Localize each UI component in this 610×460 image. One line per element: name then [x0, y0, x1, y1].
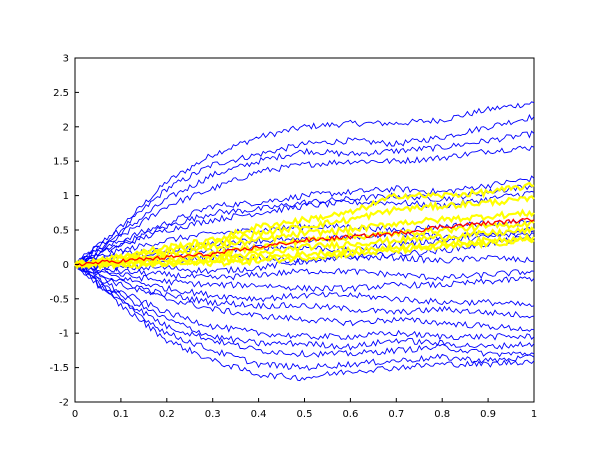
yellow-band-line-3 — [74, 219, 535, 267]
yellow-band-line-4 — [74, 225, 535, 270]
blue-bundle-line-2 — [74, 130, 535, 265]
y-tick-label: -1 — [59, 329, 69, 340]
yellow-band-line-1 — [74, 194, 535, 268]
yellow-band-line-6 — [74, 236, 535, 271]
yellow-band-line-5 — [74, 233, 535, 270]
blue-bundle-line-7 — [74, 219, 535, 265]
x-tick-label: 0.9 — [480, 409, 496, 420]
yellow-band-line-0 — [74, 181, 535, 267]
x-tick-label: 0.3 — [205, 409, 221, 420]
x-tick-label: 0.5 — [297, 409, 313, 420]
y-tick-label: 0 — [63, 260, 69, 271]
blue-bundle-line-4 — [74, 175, 535, 266]
x-tick-label: 0.7 — [388, 409, 404, 420]
blue-bundle-line-16 — [74, 262, 535, 332]
x-tick-label: 0 — [72, 409, 78, 420]
blue-bundle-line-3 — [74, 145, 535, 266]
x-tick-label: 0.1 — [113, 409, 129, 420]
blue-bundle-line-0 — [74, 101, 535, 265]
y-tick-label: 0.5 — [53, 226, 69, 237]
x-tick-label: 0.2 — [159, 409, 175, 420]
x-tick-label: 0.6 — [342, 409, 358, 420]
blue-bundle-line-1 — [74, 113, 535, 265]
x-tick-label: 0.4 — [251, 409, 267, 420]
blue-bundle-line-20 — [74, 264, 535, 371]
red-mean-line-0 — [74, 217, 535, 267]
blue-bundle-line-18 — [74, 263, 535, 351]
x-tick-label: 0.8 — [434, 409, 450, 420]
blue-bundle-line-6 — [74, 190, 535, 267]
blue-bundle-line-19 — [74, 263, 535, 358]
y-tick-label: 3 — [63, 54, 69, 65]
blue-bundle-line-12 — [74, 261, 535, 282]
x-axis-ticks: 0 0.1 0.2 0.3 0.4 0.5 0.6 0.7 0.8 0.9 1 — [72, 398, 537, 420]
series-layer — [74, 101, 535, 382]
blue-bundle-line-21 — [74, 264, 535, 382]
y-tick-label: 1 — [63, 191, 69, 202]
y-tick-label: -0.5 — [49, 294, 69, 305]
y-tick-label: -1.5 — [49, 363, 69, 374]
y-tick-label: 1.5 — [53, 157, 69, 168]
blue-bundle-line-14 — [74, 262, 535, 308]
y-tick-label: 2.5 — [53, 88, 69, 99]
x-tick-label: 1 — [531, 409, 537, 420]
y-tick-label: -2 — [59, 398, 69, 409]
y-axis-ticks: -2 -1.5 -1 -0.5 0 0.5 1 1.5 2 2.5 3 — [49, 54, 79, 409]
blue-bundle-line-13 — [74, 261, 535, 293]
blue-bundle-line-17 — [74, 262, 535, 341]
y-tick-label: 2 — [63, 122, 69, 133]
